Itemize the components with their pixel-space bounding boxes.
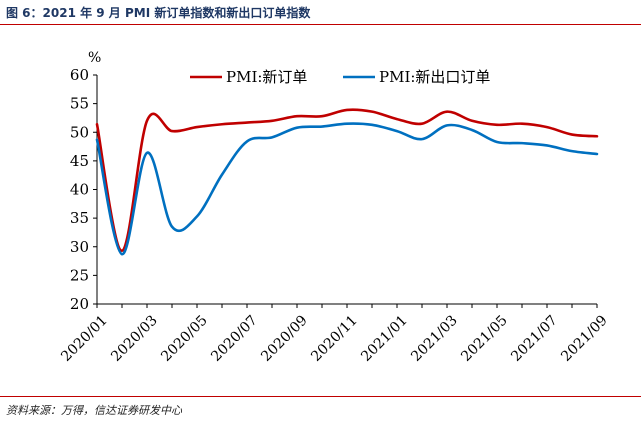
x-tick-label: 2020/05: [158, 312, 210, 364]
legend: PMI:新订单 PMI:新出口订单: [190, 68, 490, 86]
source-note: 资料来源：万得，信达证券研发中心: [6, 404, 182, 417]
series-line-1: [95, 108, 599, 253]
figure-title: 图 6：2021 年 9 月 PMI 新订单指数和新出口订单指数: [6, 6, 311, 20]
x-tick-label: 2020/01: [58, 312, 110, 364]
x-tick-label: 2021/09: [558, 312, 610, 364]
x-tick-label: 2020/09: [258, 312, 310, 364]
x-tick-label: 2020/07: [208, 312, 260, 364]
line-chart: 20 25 30 35 40 45 50 55 60 2020/012020/032020/05…: [58, 50, 611, 365]
x-axis: 2020/012020/032020/052020/072020/092020/…: [58, 303, 611, 365]
y-tick-label: 20: [70, 295, 89, 313]
source-rule: [0, 396, 641, 397]
x-tick-label: 2021/01: [358, 312, 410, 364]
y-tick-label: 30: [70, 238, 89, 256]
y-tick-label: 50: [70, 123, 89, 141]
legend-label-1: PMI:新订单: [226, 68, 307, 86]
y-axis: 20 25 30 35 40 45 50 55 60: [70, 66, 98, 313]
series-line-2: [95, 122, 599, 256]
x-tick-label: 2021/03: [408, 312, 460, 364]
y-tick-label: 45: [70, 152, 89, 170]
y-unit-label: %: [88, 50, 101, 66]
y-tick-label: 55: [70, 95, 89, 113]
y-tick-label: 35: [70, 209, 89, 227]
y-tick-label: 40: [70, 181, 89, 199]
title-rule: [0, 24, 641, 25]
x-tick-label: 2021/07: [508, 312, 560, 364]
y-tick-label: 25: [70, 266, 89, 284]
x-tick-label: 2021/05: [458, 312, 510, 364]
x-tick-label: 2020/03: [108, 312, 160, 364]
x-tick-label: 2020/11: [308, 312, 360, 364]
series-layer: [95, 108, 599, 256]
legend-label-2: PMI:新出口订单: [379, 68, 490, 86]
y-tick-label: 60: [70, 66, 89, 84]
